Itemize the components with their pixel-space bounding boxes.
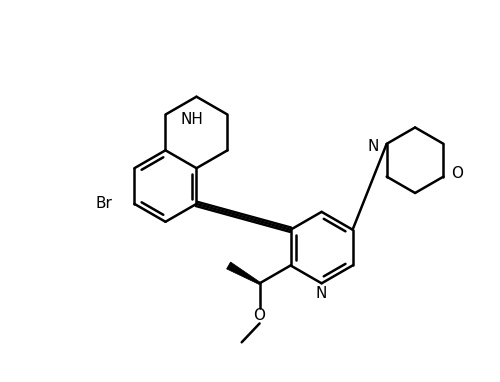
Text: NH: NH	[180, 112, 204, 127]
Text: O: O	[254, 308, 266, 323]
Text: O: O	[452, 166, 464, 181]
Text: N: N	[368, 139, 378, 154]
Text: N: N	[316, 286, 328, 301]
Polygon shape	[226, 262, 260, 284]
Text: Br: Br	[96, 196, 112, 211]
